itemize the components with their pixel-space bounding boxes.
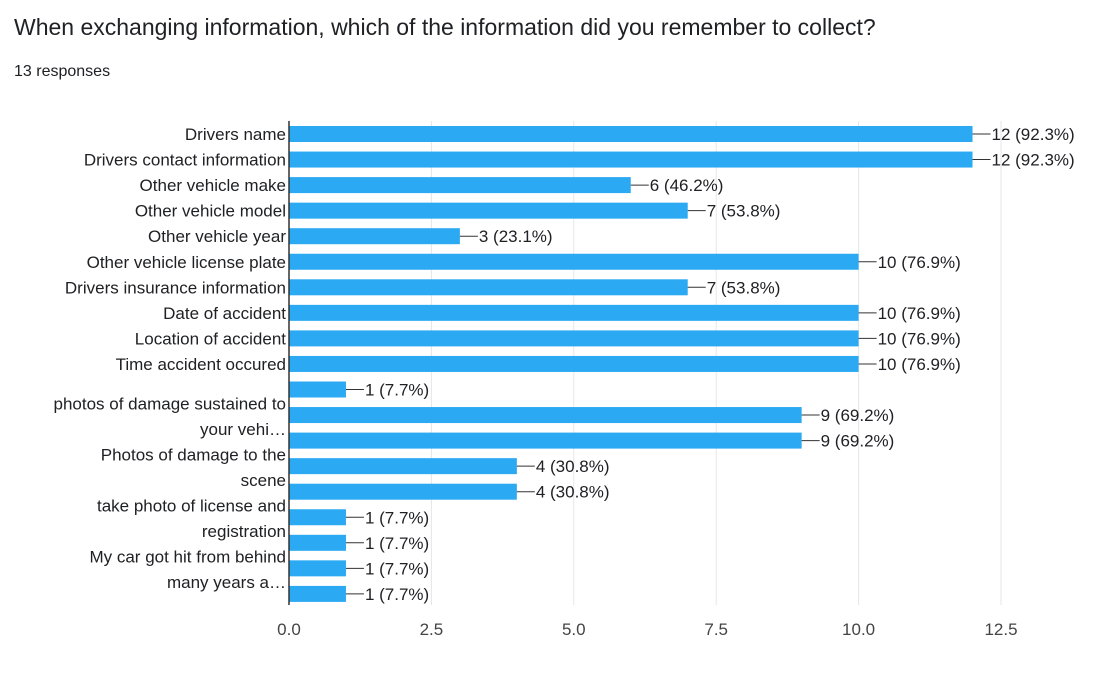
category-label: Drivers contact information (84, 151, 286, 170)
value-label: 9 (69.2%) (821, 406, 895, 425)
value-label: 7 (53.8%) (707, 278, 781, 297)
value-label: 10 (76.9%) (878, 329, 961, 348)
x-tick-label: 5.0 (562, 620, 586, 639)
x-tick-label: 12.5 (984, 620, 1017, 639)
category-label: scene (241, 471, 286, 490)
bar (289, 407, 802, 424)
bar (289, 177, 631, 194)
x-tick-label: 10.0 (842, 620, 875, 639)
category-label: My car got hit from behind (89, 548, 286, 567)
response-count: 13 responses (14, 63, 111, 80)
category-label: Time accident occured (116, 355, 286, 374)
bar (289, 202, 688, 219)
bar (289, 432, 802, 449)
bar (289, 560, 346, 577)
value-label: 1 (7.7%) (365, 559, 429, 578)
value-label: 7 (53.8%) (707, 202, 781, 221)
bar (289, 534, 346, 551)
value-label: 3 (23.1%) (479, 227, 553, 246)
value-label: 9 (69.2%) (821, 432, 895, 451)
bar (289, 330, 859, 347)
value-label: 1 (7.7%) (365, 381, 429, 400)
value-label: 10 (76.9%) (878, 355, 961, 374)
bar (289, 509, 346, 526)
value-label: 10 (76.9%) (878, 304, 961, 323)
value-label: 12 (92.3%) (992, 151, 1075, 170)
bar (289, 126, 973, 142)
bar (289, 304, 859, 321)
category-label: photos of damage sustained to (54, 394, 287, 413)
category-label: Drivers insurance information (65, 278, 286, 297)
value-label: 12 (92.3%) (992, 125, 1075, 144)
category-label: many years a… (167, 573, 286, 592)
bar (289, 483, 517, 500)
category-label: Other vehicle model (135, 202, 286, 221)
category-label: Location of accident (135, 329, 286, 348)
chart-title: When exchanging information, which of th… (14, 14, 876, 40)
value-label: 4 (30.8%) (536, 457, 610, 476)
value-label: 1 (7.7%) (365, 585, 429, 604)
category-label: Other vehicle year (148, 227, 286, 246)
category-label: Photos of damage to the (101, 445, 286, 464)
bar (289, 228, 460, 245)
category-label: Date of accident (163, 304, 286, 323)
bar (289, 151, 973, 168)
bar (289, 458, 517, 475)
category-label: take photo of license and (97, 497, 286, 516)
value-label: 1 (7.7%) (365, 534, 429, 553)
bar (289, 253, 859, 270)
x-tick-label: 0.0 (277, 620, 301, 639)
x-tick-label: 7.5 (704, 620, 728, 639)
category-label: Other vehicle license plate (87, 253, 286, 272)
bar (289, 381, 346, 398)
category-label: registration (202, 522, 286, 541)
category-label: your vehi… (200, 420, 286, 439)
x-tick-label: 2.5 (420, 620, 444, 639)
value-label: 4 (30.8%) (536, 483, 610, 502)
bar (289, 585, 346, 602)
value-label: 1 (7.7%) (365, 508, 429, 527)
value-label: 10 (76.9%) (878, 253, 961, 272)
bar (289, 355, 859, 372)
value-label: 6 (46.2%) (650, 176, 724, 195)
bar (289, 279, 688, 296)
category-label: Drivers name (185, 125, 286, 144)
category-label: Other vehicle make (140, 176, 286, 195)
